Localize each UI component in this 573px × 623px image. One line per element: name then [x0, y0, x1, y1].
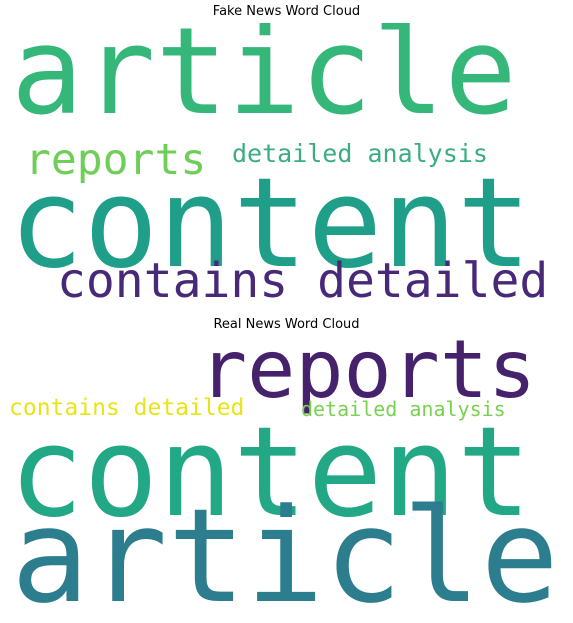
fake-word-detailed-analysis: detailed analysis	[232, 139, 488, 168]
real-word-contains-detailed: contains detailed	[9, 395, 245, 421]
real-word-reports: reports	[199, 336, 537, 416]
real-word-detailed-analysis: detailed analysis	[301, 397, 506, 421]
real-word-content: content	[9, 401, 532, 545]
fake-word-reports: reports	[25, 135, 207, 185]
real-news-word-cloud: reports contains detailed detailed analy…	[9, 336, 564, 618]
fake-word-content: content	[9, 152, 532, 296]
fake-word-article: article	[11, 23, 517, 142]
fake-word-contains-detailed: contains detailed	[57, 253, 549, 305]
fake-news-title: Fake News Word Cloud	[212, 4, 361, 19]
real-word-article: article	[11, 480, 559, 618]
real-news-title: Real News Word Cloud	[213, 317, 360, 332]
fake-news-word-cloud: article reports detailed analysis conten…	[9, 23, 564, 305]
